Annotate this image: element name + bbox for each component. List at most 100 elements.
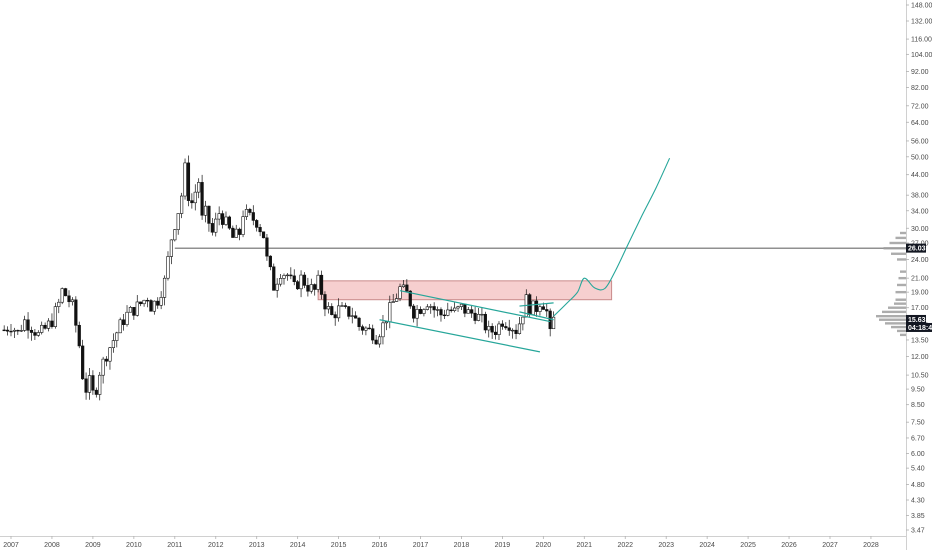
candle[interactable] — [357, 316, 361, 331]
plot-area[interactable] — [0, 0, 906, 536]
candle[interactable] — [77, 321, 81, 349]
candle[interactable] — [268, 255, 272, 271]
candle[interactable] — [231, 225, 235, 238]
candle[interactable] — [193, 184, 197, 211]
candle[interactable] — [166, 251, 170, 281]
candle[interactable] — [108, 346, 112, 370]
candle[interactable] — [101, 356, 105, 384]
candle[interactable] — [173, 229, 177, 242]
candle[interactable] — [435, 306, 440, 317]
candle[interactable] — [203, 200, 208, 223]
candle[interactable] — [214, 212, 218, 237]
candle[interactable] — [183, 158, 187, 200]
candle[interactable] — [425, 304, 429, 311]
candle[interactable] — [398, 283, 402, 302]
candle[interactable] — [135, 295, 139, 317]
candle[interactable] — [278, 273, 283, 287]
candle[interactable] — [514, 324, 518, 340]
candle[interactable] — [517, 317, 522, 335]
candle[interactable] — [490, 323, 494, 339]
candle[interactable] — [162, 275, 167, 306]
candle[interactable] — [405, 279, 409, 292]
candle[interactable] — [60, 287, 64, 305]
candle[interactable] — [244, 204, 249, 220]
candle[interactable] — [432, 302, 436, 318]
candle[interactable] — [377, 334, 382, 348]
candle[interactable] — [5, 326, 10, 336]
candle[interactable] — [23, 315, 27, 332]
candle[interactable] — [507, 319, 511, 336]
candle[interactable] — [125, 305, 129, 327]
candle[interactable] — [289, 267, 293, 280]
candle[interactable] — [180, 192, 184, 219]
candle[interactable] — [319, 270, 324, 300]
candle[interactable] — [40, 321, 44, 335]
candle[interactable] — [483, 311, 487, 334]
candle[interactable] — [33, 329, 37, 341]
candle[interactable] — [343, 302, 348, 309]
candle[interactable] — [347, 306, 351, 320]
price-axis[interactable]: 148.00 132.00 116.00 104.00 92.00 82.00 72.00 6… — [906, 3, 932, 535]
candle[interactable] — [326, 302, 330, 314]
candle[interactable] — [360, 324, 365, 335]
candle[interactable] — [350, 307, 354, 324]
candle[interactable] — [122, 313, 126, 331]
candle[interactable] — [480, 307, 484, 323]
candle[interactable] — [439, 307, 443, 322]
candle[interactable] — [36, 330, 40, 337]
candle[interactable] — [412, 303, 416, 323]
candle[interactable] — [511, 328, 515, 339]
candle[interactable] — [2, 325, 6, 332]
candle[interactable] — [551, 311, 556, 330]
candle[interactable] — [94, 387, 98, 398]
candle[interactable] — [401, 280, 406, 288]
candle[interactable] — [70, 297, 75, 306]
candle[interactable] — [98, 371, 102, 401]
candle[interactable] — [497, 321, 501, 341]
candle[interactable] — [453, 302, 457, 313]
candle[interactable] — [442, 309, 446, 320]
candle[interactable] — [210, 218, 214, 236]
candle[interactable] — [306, 277, 310, 297]
candle[interactable] — [261, 231, 266, 239]
candle[interactable] — [395, 293, 399, 303]
candle[interactable] — [50, 313, 54, 329]
candle[interactable] — [422, 308, 426, 317]
candle[interactable] — [57, 298, 61, 314]
candle[interactable] — [241, 210, 245, 238]
candle[interactable] — [473, 306, 477, 325]
candle[interactable] — [538, 304, 542, 316]
candle[interactable] — [364, 326, 368, 336]
candle[interactable] — [169, 239, 173, 265]
candle[interactable] — [476, 308, 481, 322]
candle[interactable] — [299, 270, 303, 298]
candle[interactable] — [456, 305, 460, 312]
channel-upper-line[interactable] — [399, 290, 551, 323]
candle[interactable] — [176, 213, 180, 235]
candle[interactable] — [26, 312, 30, 339]
candle[interactable] — [159, 291, 163, 310]
candle[interactable] — [43, 322, 47, 330]
candle[interactable] — [258, 224, 262, 237]
candle[interactable] — [64, 287, 68, 297]
candle[interactable] — [200, 174, 204, 220]
candle[interactable] — [84, 372, 88, 400]
candle[interactable] — [152, 300, 156, 315]
flag-lower-line[interactable] — [519, 311, 554, 321]
candle[interactable] — [224, 211, 228, 226]
candle[interactable] — [145, 297, 150, 308]
candle[interactable] — [296, 279, 300, 290]
candle[interactable] — [53, 302, 57, 329]
candle[interactable] — [149, 299, 153, 312]
candle[interactable] — [275, 278, 279, 298]
candle[interactable] — [186, 155, 191, 207]
candle[interactable] — [29, 326, 34, 341]
candle[interactable] — [330, 303, 334, 316]
candle[interactable] — [81, 339, 85, 380]
candle[interactable] — [500, 320, 505, 330]
candle[interactable] — [104, 356, 109, 367]
candle[interactable] — [255, 219, 259, 232]
candle[interactable] — [323, 291, 327, 317]
candle[interactable] — [272, 263, 276, 291]
